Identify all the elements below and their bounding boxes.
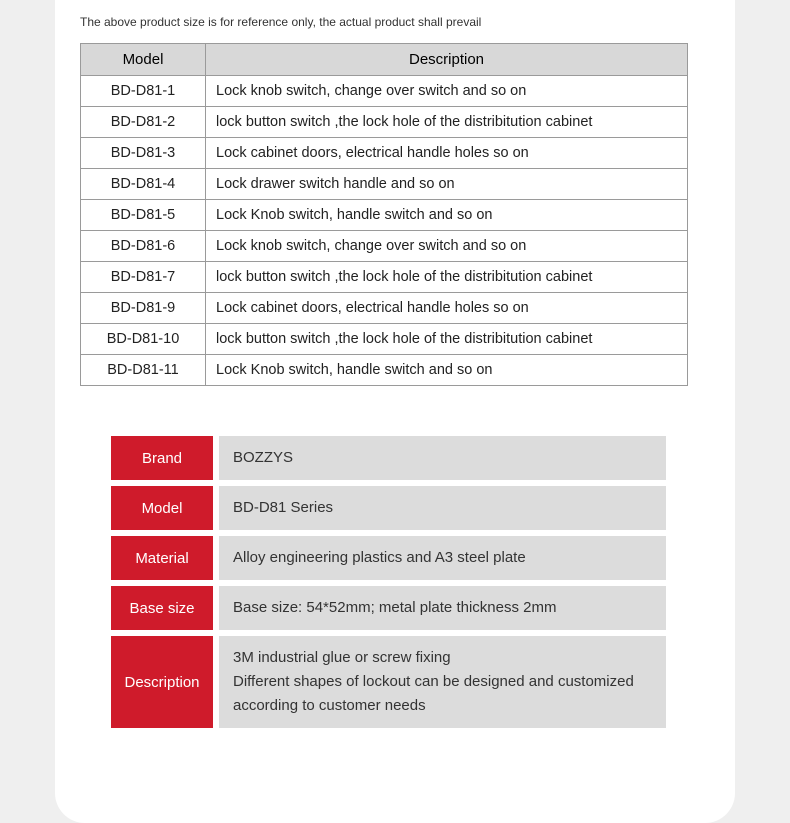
spec-label-description: Description <box>111 636 213 728</box>
cell-description: Lock knob switch, change over switch and… <box>206 76 688 107</box>
table-row: BD-D81-10 lock button switch ,the lock h… <box>81 324 688 355</box>
cell-model: BD-D81-2 <box>81 107 206 138</box>
table-row: BD-D81-6 Lock knob switch, change over s… <box>81 231 688 262</box>
spec-desc-line2: Different shapes of lockout can be desig… <box>233 670 652 718</box>
cell-description: lock button switch ,the lock hole of the… <box>206 324 688 355</box>
cell-model: BD-D81-5 <box>81 200 206 231</box>
header-description: Description <box>206 44 688 76</box>
cell-description: Lock Knob switch, handle switch and so o… <box>206 355 688 386</box>
cell-model: BD-D81-9 <box>81 293 206 324</box>
product-card: The above product size is for reference … <box>55 0 735 823</box>
cell-description: Lock cabinet doors, electrical handle ho… <box>206 138 688 169</box>
table-row: BD-D81-4 Lock drawer switch handle and s… <box>81 169 688 200</box>
table-row: BD-D81-3 Lock cabinet doors, electrical … <box>81 138 688 169</box>
cell-model: BD-D81-10 <box>81 324 206 355</box>
spec-row-base-size: Base size Base size: 54*52mm; metal plat… <box>111 586 666 630</box>
cell-description: Lock drawer switch handle and so on <box>206 169 688 200</box>
spec-desc-line1: 3M industrial glue or screw fixing <box>233 646 652 670</box>
cell-description: Lock knob switch, change over switch and… <box>206 231 688 262</box>
spec-row-model: Model BD-D81 Series <box>111 486 666 530</box>
spec-section: Brand BOZZYS Model BD-D81 Series Materia… <box>111 436 666 728</box>
spec-row-description: Description 3M industrial glue or screw … <box>111 636 666 728</box>
cell-model: BD-D81-7 <box>81 262 206 293</box>
spec-label-material: Material <box>111 536 213 580</box>
table-row: BD-D81-1 Lock knob switch, change over s… <box>81 76 688 107</box>
cell-model: BD-D81-3 <box>81 138 206 169</box>
spec-value-description: 3M industrial glue or screw fixing Diffe… <box>219 636 666 728</box>
cell-description: Lock Knob switch, handle switch and so o… <box>206 200 688 231</box>
reference-note: The above product size is for reference … <box>55 15 735 29</box>
table-row: BD-D81-5 Lock Knob switch, handle switch… <box>81 200 688 231</box>
spec-value-material: Alloy engineering plastics and A3 steel … <box>219 536 666 580</box>
cell-description: lock button switch ,the lock hole of the… <box>206 107 688 138</box>
spec-label-brand: Brand <box>111 436 213 480</box>
header-model: Model <box>81 44 206 76</box>
spec-value-brand: BOZZYS <box>219 436 666 480</box>
spec-row-material: Material Alloy engineering plastics and … <box>111 536 666 580</box>
cell-model: BD-D81-1 <box>81 76 206 107</box>
cell-description: Lock cabinet doors, electrical handle ho… <box>206 293 688 324</box>
cell-description: lock button switch ,the lock hole of the… <box>206 262 688 293</box>
cell-model: BD-D81-6 <box>81 231 206 262</box>
spec-row-brand: Brand BOZZYS <box>111 436 666 480</box>
table-row: BD-D81-9 Lock cabinet doors, electrical … <box>81 293 688 324</box>
spec-label-base-size: Base size <box>111 586 213 630</box>
spec-value-model: BD-D81 Series <box>219 486 666 530</box>
models-table: Model Description BD-D81-1 Lock knob swi… <box>80 43 688 386</box>
spec-label-model: Model <box>111 486 213 530</box>
table-row: BD-D81-2 lock button switch ,the lock ho… <box>81 107 688 138</box>
cell-model: BD-D81-11 <box>81 355 206 386</box>
cell-model: BD-D81-4 <box>81 169 206 200</box>
spec-value-base-size: Base size: 54*52mm; metal plate thicknes… <box>219 586 666 630</box>
table-row: BD-D81-11 Lock Knob switch, handle switc… <box>81 355 688 386</box>
table-header-row: Model Description <box>81 44 688 76</box>
table-row: BD-D81-7 lock button switch ,the lock ho… <box>81 262 688 293</box>
